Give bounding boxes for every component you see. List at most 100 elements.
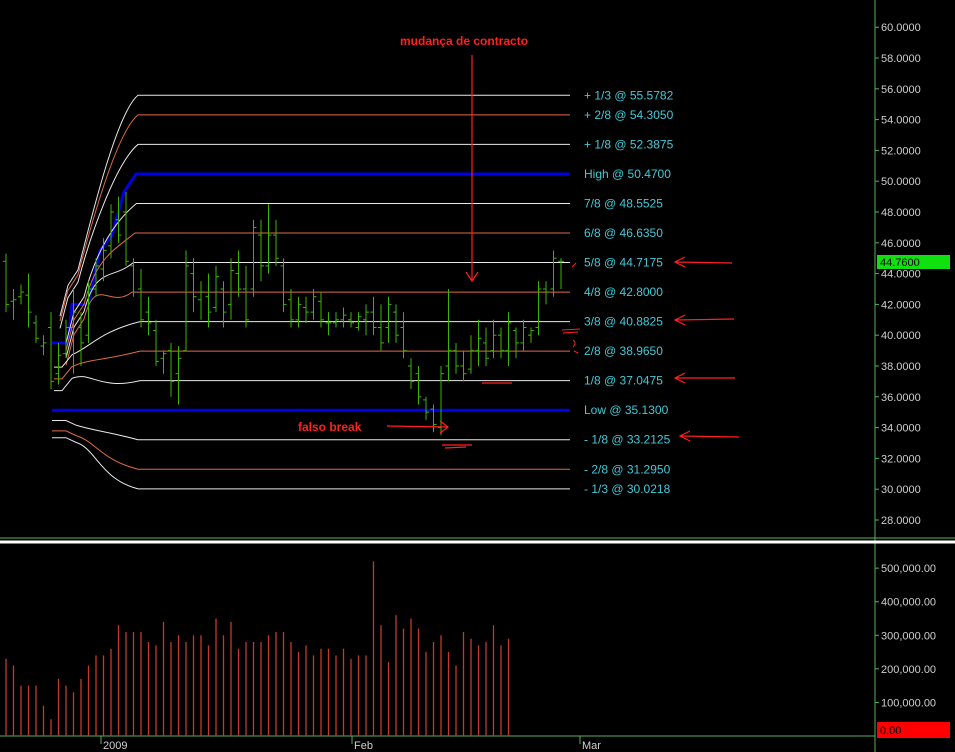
level-label: Low @ 35.1300 xyxy=(584,403,669,417)
price-bar xyxy=(220,281,227,328)
price-bar xyxy=(123,191,129,266)
volume-axis-tick-label: 500,000.00 xyxy=(881,563,936,575)
price-bar xyxy=(63,319,69,359)
price-bar xyxy=(453,342,459,374)
price-bar xyxy=(18,284,24,305)
last-price-badge xyxy=(877,255,950,269)
price-bar xyxy=(355,312,362,331)
price-bar xyxy=(85,281,92,343)
price-bar xyxy=(235,250,242,297)
price-bar xyxy=(460,350,467,382)
price-bar xyxy=(205,273,212,328)
level-label: High @ 50.4700 xyxy=(584,167,671,181)
time-axis-label: Feb xyxy=(354,740,373,752)
price-bar xyxy=(303,296,309,323)
price-bar xyxy=(438,366,444,436)
price-axis-tick-label: 40.0000 xyxy=(881,330,921,342)
last-volume-badge xyxy=(877,722,950,738)
price-bar xyxy=(385,296,392,343)
price-bar xyxy=(483,327,489,366)
price-bar xyxy=(475,319,482,366)
price-axis-tick-label: 46.0000 xyxy=(881,238,921,250)
level-line xyxy=(52,437,570,490)
contract-change-arrow xyxy=(465,55,479,283)
price-bar xyxy=(228,258,234,320)
price-bar xyxy=(93,258,99,297)
price-axis-tick-label: 54.0000 xyxy=(881,115,921,127)
last-volume-label: 0.00 xyxy=(880,725,901,737)
price-bar xyxy=(280,258,287,313)
price-axis-tick-label: 58.0000 xyxy=(881,53,921,65)
level-arrow-minus-1-8 xyxy=(678,430,740,442)
price-bar xyxy=(213,265,219,313)
contract-change-annotation: mudança de contracto xyxy=(400,34,528,48)
volume-axis: 100,000.00 200,000.00 300,000.00 400,000.00… xyxy=(875,563,936,709)
volume-axis-tick-label: 300,000.00 xyxy=(881,630,936,642)
price-bar xyxy=(160,350,167,374)
level-arrow-5-8 xyxy=(673,256,733,268)
level-line xyxy=(65,262,570,359)
price-bar xyxy=(115,196,122,243)
time-axis-label: 2009 xyxy=(103,740,127,752)
price-bar xyxy=(370,296,377,336)
price-bar xyxy=(10,289,17,320)
price-bar xyxy=(265,204,272,274)
level-line xyxy=(59,143,570,329)
price-bar xyxy=(33,315,39,343)
price-bar xyxy=(153,319,159,366)
price-bar xyxy=(100,238,107,282)
false-break-arrow xyxy=(386,420,449,434)
price-bar xyxy=(445,289,452,382)
level-label: - 2/8 @ 31.2950 xyxy=(584,462,671,476)
price-axis-tick-label: 56.0000 xyxy=(881,84,921,96)
price-axis-tick-label: 30.0000 xyxy=(881,484,921,496)
price-bar xyxy=(333,312,339,328)
level-label: 5/8 @ 44.7175 xyxy=(584,256,663,270)
price-bar xyxy=(183,250,189,352)
price-axis-tick-label: 42.0000 xyxy=(881,299,921,311)
price-bar xyxy=(513,327,519,359)
price-bar xyxy=(490,319,497,359)
time-axis-label: Mar xyxy=(582,740,601,752)
price-bar xyxy=(520,319,527,351)
price-bar xyxy=(198,281,204,320)
level-label: - 1/8 @ 33.2125 xyxy=(584,433,671,447)
level-label: 1/8 @ 37.0475 xyxy=(584,374,663,388)
level-label: 7/8 @ 48.5525 xyxy=(584,196,663,210)
level-line xyxy=(59,94,570,317)
price-bar xyxy=(528,327,534,343)
level-label: + 1/3 @ 55.5782 xyxy=(584,88,674,102)
volume-axis-tick-label: 200,000.00 xyxy=(881,664,936,676)
level-label: 2/8 @ 38.9650 xyxy=(584,344,663,358)
price-bars xyxy=(3,191,564,436)
level-line xyxy=(52,430,570,470)
price-bar xyxy=(108,204,114,259)
level-label: + 2/8 @ 54.3050 xyxy=(584,108,674,122)
price-bar xyxy=(423,396,429,420)
price-bar xyxy=(430,404,437,433)
price-axis-tick-label: 28.0000 xyxy=(881,515,921,527)
price-bar xyxy=(145,296,152,336)
level-label: 3/8 @ 40.8825 xyxy=(584,315,663,329)
price-bar xyxy=(505,312,512,366)
time-axis: 2009 Feb Mar xyxy=(100,736,601,752)
price-bar xyxy=(55,342,62,385)
price-bar xyxy=(468,335,474,374)
price-bar xyxy=(175,345,182,405)
price-bar xyxy=(318,292,324,328)
murrey-levels: + 1/3 @ 55.5782 + 2/8 @ 54.3050 + 1/8 @ 52… xyxy=(52,88,674,496)
level-scribble-5-8 xyxy=(571,262,577,268)
price-bar xyxy=(415,366,422,405)
price-bar xyxy=(498,327,504,359)
price-bar xyxy=(400,312,407,359)
price-axis-tick-label: 50.0000 xyxy=(881,176,921,188)
level-arrow-3-8 xyxy=(673,314,735,326)
price-bar xyxy=(130,258,137,297)
price-bar xyxy=(250,219,257,297)
price-bar xyxy=(190,258,197,313)
price-bar xyxy=(550,250,557,297)
price-bar xyxy=(138,268,144,328)
price-axis: 28.0000 30.0000 32.0000 34.0000 36.0000 38.00… xyxy=(875,22,921,527)
